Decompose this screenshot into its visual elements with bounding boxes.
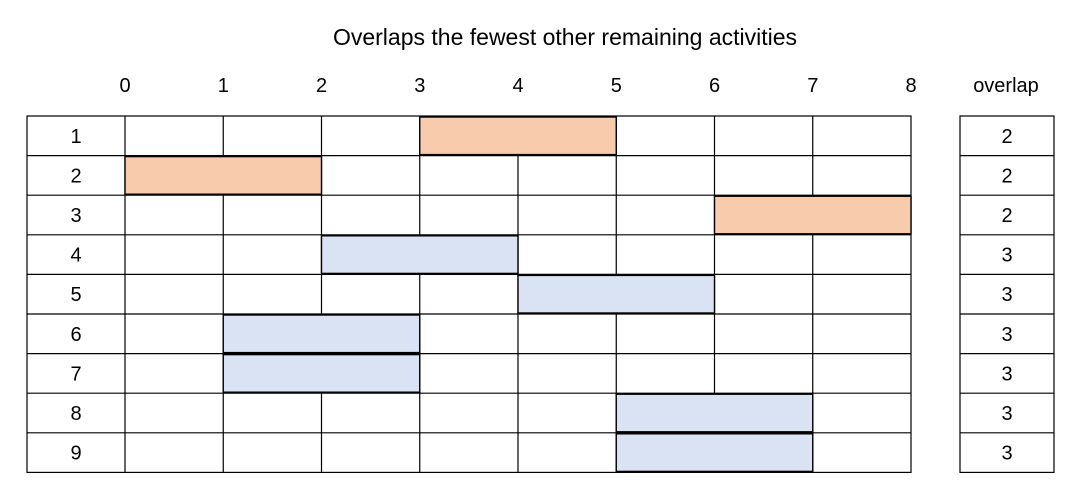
activity-bar-7 (222, 353, 421, 393)
axis-tick-label: 0 (119, 75, 130, 97)
overlap-value: 3 (1001, 363, 1012, 385)
activity-label: 1 (70, 126, 81, 148)
activity-bar-6 (222, 314, 421, 354)
activity-label: 7 (70, 363, 81, 385)
axis-tick-label: 4 (512, 75, 523, 97)
activity-label: 4 (70, 245, 81, 267)
overlap-value: 3 (1001, 443, 1012, 465)
axis-tick-label: 1 (218, 75, 229, 97)
activity-bar-1 (419, 116, 617, 156)
grid-border (26, 115, 912, 473)
activity-label: 8 (70, 403, 81, 425)
activity-label: 2 (70, 165, 81, 187)
overlap-value: 3 (1001, 324, 1012, 346)
axis-tick-label: 7 (807, 75, 818, 97)
overlap-column-header: overlap (973, 75, 1039, 97)
activity-label: 9 (70, 443, 81, 465)
axis-tick-label: 5 (611, 75, 622, 97)
overlap-column-border (959, 115, 1055, 473)
overlap-value: 3 (1001, 245, 1012, 267)
activity-bar-3 (713, 195, 912, 235)
axis-tick-label: 6 (709, 75, 720, 97)
overlap-value: 2 (1001, 165, 1012, 187)
overlap-value: 3 (1001, 284, 1012, 306)
activity-label: 5 (70, 284, 81, 306)
activity-bars (124, 116, 912, 473)
activity-bar-5 (517, 274, 716, 314)
activity-row-labels: 1 2 3 4 5 6 7 8 9 (70, 126, 81, 465)
time-axis-ticks: 0 1 2 3 4 5 6 7 8 (119, 75, 916, 97)
axis-tick-label: 8 (905, 75, 916, 97)
activity-label: 3 (70, 205, 81, 227)
axis-tick-label: 3 (414, 75, 425, 97)
activity-bar-4 (320, 235, 519, 275)
overlap-value: 3 (1001, 403, 1012, 425)
activity-label: 6 (70, 324, 81, 346)
activity-bar-8 (615, 393, 814, 433)
axis-tick-label: 2 (316, 75, 327, 97)
overlap-column: 2 2 2 3 3 3 3 3 3 (959, 115, 1055, 473)
activity-bar-9 (615, 433, 814, 473)
overlap-value: 2 (1001, 205, 1012, 227)
overlap-value: 2 (1001, 126, 1012, 148)
diagram-title: Overlaps the fewest other remaining acti… (333, 24, 797, 50)
activity-bar-2 (124, 155, 323, 195)
